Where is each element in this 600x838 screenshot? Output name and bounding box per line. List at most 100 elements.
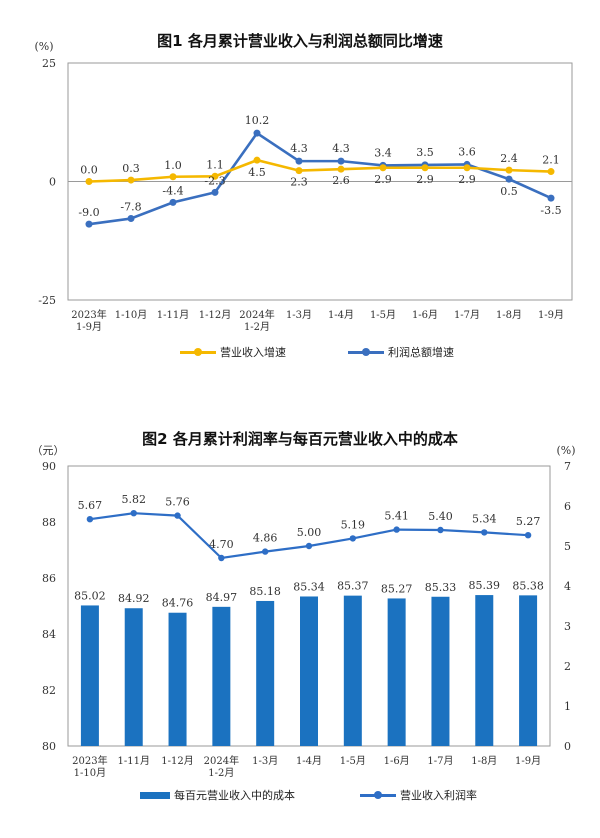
revenue-series-point bbox=[463, 164, 471, 172]
chart-1-x-tick: 1-9月 bbox=[538, 309, 564, 321]
chart-1: 图1 各月累计营业收入与利润总额同比增速 (%) 25 0 -25 2023年 1-9月 1… bbox=[0, 0, 600, 400]
chart-2-y-right-tick: 2 bbox=[564, 660, 571, 673]
cost-bar bbox=[300, 596, 318, 746]
revenue-data-label: 2.6 bbox=[332, 174, 350, 187]
chart-2-x-tick: 2023年 bbox=[72, 754, 107, 767]
revenue-data-label: 0.3 bbox=[122, 162, 140, 175]
rate-data-label: 5.27 bbox=[516, 515, 541, 528]
profit-series-point bbox=[337, 157, 345, 165]
profit-data-label: 4.3 bbox=[332, 142, 350, 155]
profit-series-point bbox=[85, 220, 93, 228]
cost-bar bbox=[80, 605, 99, 746]
profit-data-label: -4.4 bbox=[162, 184, 183, 197]
rate-data-label: 5.40 bbox=[428, 510, 453, 523]
legend-line-revenue bbox=[180, 347, 216, 356]
chart-2-y-right-tick: 4 bbox=[564, 580, 571, 593]
chart-2-y-right-tick: 3 bbox=[564, 620, 571, 633]
profit-series-point bbox=[211, 188, 219, 196]
profit-data-label: 4.3 bbox=[290, 142, 308, 155]
rate-point bbox=[86, 516, 94, 523]
chart-1-y-tick: -25 bbox=[38, 294, 56, 307]
rate-point bbox=[437, 526, 444, 534]
cost-bar bbox=[256, 600, 275, 746]
chart-1-x-tick: 1-3月 bbox=[286, 309, 312, 321]
chart-2-y-left-tick: 82 bbox=[42, 684, 56, 697]
chart-2-legend-rate: 营业收入利润率 bbox=[360, 787, 477, 803]
chart-1-x-tick: 1-2月 bbox=[244, 321, 270, 333]
chart-2-y-right-tick: 7 bbox=[564, 460, 571, 473]
rate-data-label: 5.19 bbox=[341, 518, 366, 531]
chart-2-y-right-tick: 0 bbox=[564, 740, 571, 753]
chart-2-x-tick: 1-8月 bbox=[471, 755, 497, 767]
rate-data-label: 5.82 bbox=[121, 493, 146, 506]
profit-series-point bbox=[295, 157, 303, 165]
revenue-series-point bbox=[85, 178, 93, 185]
profit-series-point bbox=[505, 175, 513, 183]
revenue-data-label: 1.0 bbox=[164, 159, 182, 172]
chart-2-x-tick: 1-3月 bbox=[252, 755, 278, 767]
legend-line-profit bbox=[348, 347, 384, 356]
chart-2-x-tick: 1-9月 bbox=[515, 755, 541, 767]
chart-2-x-tick: 1-12月 bbox=[161, 755, 193, 767]
chart-1-x-tick: 1-12月 bbox=[199, 309, 231, 321]
cost-bar bbox=[212, 606, 231, 746]
revenue-series-point bbox=[505, 166, 513, 174]
cost-bar bbox=[431, 596, 450, 746]
chart-2-y-left-tick: 88 bbox=[42, 516, 56, 529]
rate-data-label: 4.70 bbox=[209, 538, 234, 551]
revenue-data-label: 0.0 bbox=[80, 164, 98, 177]
profit-data-label: -2.3 bbox=[204, 174, 225, 187]
chart-2-y-left-unit: （元） bbox=[32, 444, 65, 457]
rate-data-label: 5.34 bbox=[472, 512, 497, 525]
chart-1-x-tick: 1-5月 bbox=[370, 309, 396, 321]
revenue-series-point bbox=[127, 176, 135, 184]
chart-1-legend-revenue: 营业收入增速 bbox=[180, 344, 286, 360]
legend-bar-cost bbox=[140, 791, 170, 799]
chart-1-x-tick: 2024年 bbox=[239, 308, 274, 321]
cost-bar bbox=[519, 595, 538, 746]
chart-2: 图2 各月累计利润率与每百元营业收入中的成本 （元） (%) 80 82 84 86 88 9… bbox=[0, 420, 600, 838]
revenue-data-label: 2.9 bbox=[458, 173, 476, 186]
chart-1-x-tick: 1-8月 bbox=[496, 309, 522, 321]
chart-2-x-tick: 2024年 bbox=[204, 754, 239, 767]
chart-2-x-tick: 1-7月 bbox=[427, 755, 453, 767]
cost-data-label: 84.76 bbox=[162, 597, 194, 610]
revenue-series-point bbox=[253, 156, 261, 164]
cost-data-label: 85.18 bbox=[249, 585, 281, 598]
rate-point bbox=[481, 529, 488, 536]
profit-series-point bbox=[127, 214, 135, 222]
revenue-series-point bbox=[295, 167, 303, 175]
revenue-series-point bbox=[421, 164, 429, 172]
chart-2-x-tick: 1-6月 bbox=[384, 755, 410, 767]
cost-data-label: 85.33 bbox=[425, 581, 457, 594]
rate-point bbox=[305, 542, 313, 550]
revenue-data-label: 2.9 bbox=[416, 173, 434, 186]
legend-line-rate bbox=[360, 790, 396, 799]
chart-1-x-tick: 1-10月 bbox=[115, 309, 147, 321]
revenue-series-point bbox=[547, 168, 555, 176]
chart-2-y-left-tick: 86 bbox=[42, 572, 56, 585]
revenue-series-point bbox=[379, 164, 387, 172]
chart-2-y-right-tick: 1 bbox=[564, 700, 571, 713]
cost-data-label: 84.92 bbox=[118, 592, 150, 605]
chart-1-y-tick: 0 bbox=[49, 176, 56, 189]
revenue-data-label: 2.3 bbox=[290, 176, 308, 189]
rate-data-label: 5.41 bbox=[384, 510, 409, 523]
cost-bar bbox=[124, 608, 143, 746]
rate-point bbox=[393, 526, 400, 533]
legend-label-cost: 每百元营业收入中的成本 bbox=[174, 789, 295, 802]
chart-2-x-tick: 1-4月 bbox=[296, 755, 322, 767]
cost-data-label: 84.97 bbox=[206, 591, 238, 604]
rate-point bbox=[524, 532, 532, 539]
profit-data-label: -3.5 bbox=[540, 204, 561, 217]
profit-data-label: -7.8 bbox=[120, 200, 141, 213]
chart-1-x-tick: 1-7月 bbox=[454, 309, 480, 321]
chart-2-y-right-tick: 6 bbox=[564, 500, 571, 513]
chart-1-title: 图1 各月累计营业收入与利润总额同比增速 bbox=[157, 32, 443, 50]
chart-2-legend-cost: 每百元营业收入中的成本 bbox=[140, 787, 295, 803]
revenue-data-label: 4.5 bbox=[248, 166, 266, 179]
cost-bar bbox=[343, 595, 362, 746]
chart-2-y-right-tick: 5 bbox=[564, 540, 571, 553]
rate-data-label: 5.76 bbox=[165, 496, 190, 509]
